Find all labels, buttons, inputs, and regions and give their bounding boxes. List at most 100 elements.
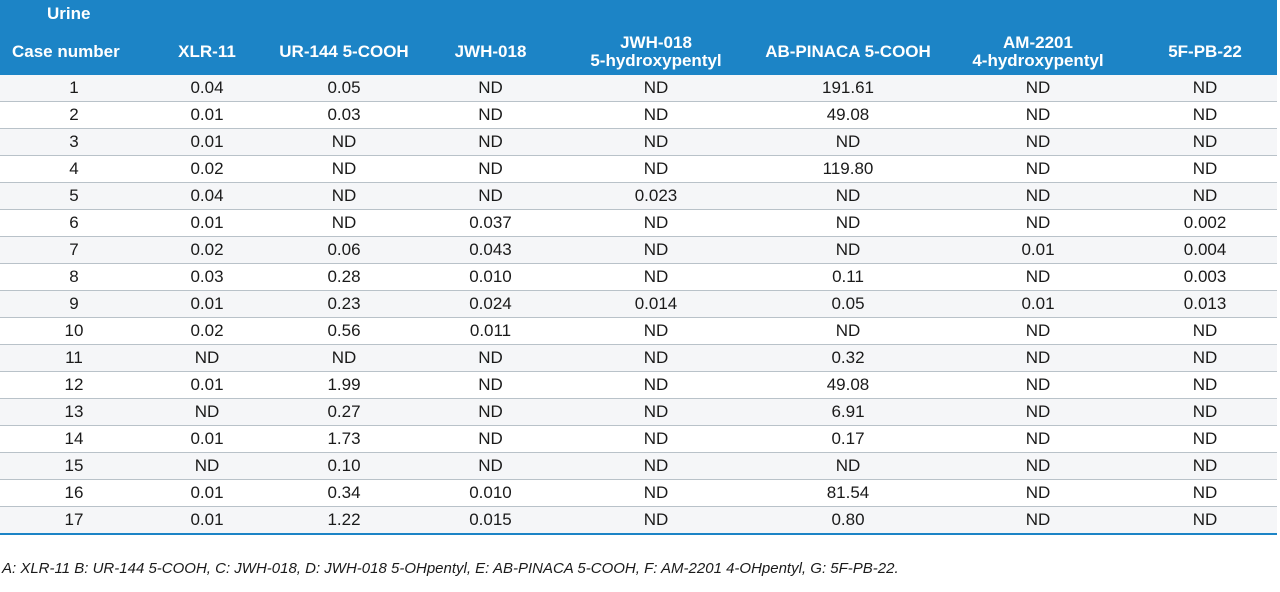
value-cell: ND (1133, 317, 1278, 345)
value-cell: ND (559, 101, 753, 129)
value-cell: 0.043 (422, 236, 559, 264)
value-cell: 0.04 (148, 182, 266, 210)
value-cell: 0.34 (266, 479, 422, 507)
case-number-cell: 3 (0, 128, 148, 156)
table-row: 8 0.03 0.28 0.010 ND 0.11 ND 0.003 (0, 263, 1278, 291)
group-header-row: Urine (0, 0, 1278, 28)
value-cell: ND (266, 128, 422, 156)
value-cell: 6.91 (753, 398, 943, 426)
value-cell: ND (422, 75, 559, 102)
value-cell: ND (559, 263, 753, 291)
table-body: 1 0.04 0.05 ND ND 191.61 ND ND 2 0.01 0.03 ND ND 49.0… (0, 75, 1278, 535)
value-cell: ND (422, 425, 559, 453)
value-cell: ND (943, 317, 1133, 345)
table-row: 4 0.02 ND ND ND 119.80 ND ND (0, 155, 1278, 183)
case-number-cell: 17 (0, 506, 148, 535)
value-cell: ND (1133, 479, 1278, 507)
value-cell: ND (559, 317, 753, 345)
case-number-cell: 14 (0, 425, 148, 453)
value-cell: 0.003 (1133, 263, 1278, 291)
value-cell: 0.011 (422, 317, 559, 345)
table-row: 12 0.01 1.99 ND ND 49.08 ND ND (0, 371, 1278, 399)
value-cell: ND (422, 398, 559, 426)
value-cell: ND (559, 398, 753, 426)
value-cell: ND (1133, 182, 1278, 210)
value-cell: 0.06 (266, 236, 422, 264)
value-cell: 0.02 (148, 317, 266, 345)
value-cell: 0.002 (1133, 209, 1278, 237)
table-row: 11 ND ND ND ND 0.32 ND ND (0, 344, 1278, 372)
value-cell: ND (943, 452, 1133, 480)
value-cell: 0.010 (422, 479, 559, 507)
value-cell: 0.02 (148, 155, 266, 183)
value-cell: 0.01 (148, 101, 266, 129)
value-cell: ND (1133, 371, 1278, 399)
value-cell: ND (943, 398, 1133, 426)
column-header-row: Case number XLR-11 UR-144 5-COOH JWH-018 JWH… (0, 28, 1278, 75)
value-cell: ND (1133, 155, 1278, 183)
case-number-cell: 5 (0, 182, 148, 210)
table-row: 10 0.02 0.56 0.011 ND ND ND ND (0, 317, 1278, 345)
value-cell: ND (422, 101, 559, 129)
table-row: 17 0.01 1.22 0.015 ND 0.80 ND ND (0, 506, 1278, 535)
value-cell: 0.01 (148, 506, 266, 535)
case-number-cell: 6 (0, 209, 148, 237)
case-number-cell: 10 (0, 317, 148, 345)
value-cell: 0.014 (559, 290, 753, 318)
table-row: 16 0.01 0.34 0.010 ND 81.54 ND ND (0, 479, 1278, 507)
value-cell: ND (753, 236, 943, 264)
value-cell: ND (422, 371, 559, 399)
value-cell: ND (753, 452, 943, 480)
table-row: 7 0.02 0.06 0.043 ND ND 0.01 0.004 (0, 236, 1278, 264)
value-cell: ND (559, 128, 753, 156)
value-cell: ND (559, 236, 753, 264)
value-cell: 0.80 (753, 506, 943, 535)
urine-results-table: Urine Case number XLR-11 UR-144 5-COOH JWH-… (0, 0, 1278, 535)
table-row: 13 ND 0.27 ND ND 6.91 ND ND (0, 398, 1278, 426)
value-cell: ND (148, 344, 266, 372)
value-cell: 0.11 (753, 263, 943, 291)
column-header: Case number (0, 28, 148, 75)
value-cell: ND (943, 155, 1133, 183)
value-cell: 0.01 (148, 371, 266, 399)
value-cell: ND (1133, 398, 1278, 426)
value-cell: ND (266, 209, 422, 237)
case-number-cell: 16 (0, 479, 148, 507)
value-cell: ND (943, 209, 1133, 237)
case-number-cell: 15 (0, 452, 148, 480)
value-cell: ND (422, 128, 559, 156)
value-cell: ND (559, 344, 753, 372)
value-cell: 0.01 (148, 209, 266, 237)
value-cell: ND (559, 209, 753, 237)
value-cell: ND (943, 344, 1133, 372)
value-cell: ND (753, 317, 943, 345)
case-number-cell: 9 (0, 290, 148, 318)
value-cell: 0.03 (266, 101, 422, 129)
value-cell: ND (266, 155, 422, 183)
value-cell: 0.28 (266, 263, 422, 291)
value-cell: 0.01 (148, 128, 266, 156)
column-header: 5F-PB-22 (1133, 28, 1278, 75)
table-header: Urine Case number XLR-11 UR-144 5-COOH JWH-… (0, 0, 1278, 75)
value-cell: ND (943, 425, 1133, 453)
table-row: 1 0.04 0.05 ND ND 191.61 ND ND (0, 75, 1278, 102)
column-header: AB-PINACA 5-COOH (753, 28, 943, 75)
value-cell: ND (753, 128, 943, 156)
value-cell: 0.004 (1133, 236, 1278, 264)
value-cell: ND (148, 452, 266, 480)
table-row: 5 0.04 ND ND 0.023 ND ND ND (0, 182, 1278, 210)
table-row: 9 0.01 0.23 0.024 0.014 0.05 0.01 0.013 (0, 290, 1278, 318)
case-number-cell: 12 (0, 371, 148, 399)
case-number-cell: 8 (0, 263, 148, 291)
value-cell: ND (943, 371, 1133, 399)
value-cell: ND (753, 209, 943, 237)
value-cell: ND (148, 398, 266, 426)
column-header: JWH-018 (422, 28, 559, 75)
value-cell: ND (422, 155, 559, 183)
case-number-cell: 4 (0, 155, 148, 183)
value-cell: ND (559, 425, 753, 453)
value-cell: 81.54 (753, 479, 943, 507)
value-cell: ND (943, 506, 1133, 535)
value-cell: ND (943, 263, 1133, 291)
value-cell: 0.01 (943, 290, 1133, 318)
